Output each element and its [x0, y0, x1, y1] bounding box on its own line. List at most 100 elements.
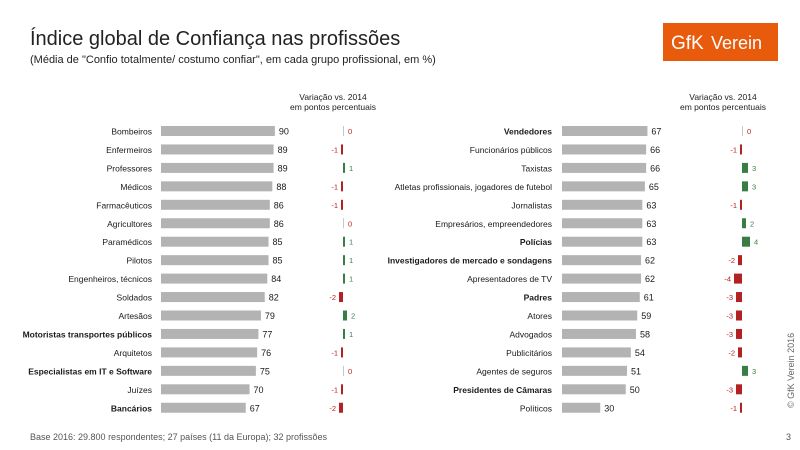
category-label: Paramédicos — [102, 237, 152, 247]
value-label: 61 — [644, 293, 654, 303]
category-label: Empresários, empreendedores — [435, 219, 552, 229]
change-label: 0 — [747, 127, 751, 136]
value-label: 66 — [650, 145, 660, 155]
category-label: Motoristas transportes públicos — [23, 329, 153, 339]
value-label: 63 — [646, 237, 656, 247]
change-bar — [742, 218, 746, 229]
value-label: 62 — [645, 256, 655, 266]
value-label: 50 — [630, 385, 640, 395]
category-label: Atletas profissionais, jogadores de fute… — [395, 182, 552, 192]
change-label: 0 — [348, 219, 352, 228]
category-label: Artesãos — [118, 311, 152, 321]
value-label: 51 — [631, 366, 641, 376]
page-number: 3 — [786, 432, 792, 442]
value-bar — [562, 144, 647, 155]
change-bar — [343, 236, 345, 247]
value-bar — [161, 273, 268, 284]
category-label: Presidentes de Câmaras — [453, 385, 552, 395]
change-bar — [339, 402, 343, 413]
change-label: 1 — [349, 164, 353, 173]
value-label: 63 — [646, 200, 656, 210]
category-label: Publicitários — [506, 348, 552, 358]
category-label: Taxistas — [521, 163, 552, 173]
value-label: 70 — [254, 385, 264, 395]
change-bar — [742, 236, 750, 247]
change-label: -1 — [730, 201, 737, 210]
value-bar — [562, 365, 628, 376]
change-label: -1 — [730, 145, 737, 154]
value-label: 63 — [646, 219, 656, 229]
value-label: 79 — [265, 311, 275, 321]
change-label: -2 — [728, 256, 735, 265]
page-subtitle: (Média de "Confio totalmente/ costumo co… — [30, 54, 436, 66]
change-label: -1 — [331, 182, 338, 191]
category-label: Apresentadores de TV — [467, 274, 552, 284]
value-bar — [161, 384, 250, 395]
change-label: -1 — [331, 201, 338, 210]
copyright-text: © GfK Verein 2016 — [786, 332, 796, 408]
category-label: Pilotos — [126, 256, 152, 266]
value-label: 77 — [262, 329, 272, 339]
change-bar — [343, 365, 344, 376]
page-title: Índice global de Confiança nas profissõe… — [30, 28, 401, 50]
value-bar — [562, 199, 643, 210]
value-label: 89 — [278, 163, 288, 173]
value-bar — [161, 218, 270, 229]
value-bar — [161, 255, 269, 266]
value-label: 82 — [269, 293, 279, 303]
value-bar — [562, 218, 643, 229]
value-label: 89 — [278, 145, 288, 155]
value-label: 76 — [261, 348, 271, 358]
change-label: 4 — [754, 238, 758, 247]
value-bar — [161, 162, 274, 173]
change-bar — [742, 181, 748, 192]
change-label: -1 — [730, 404, 737, 413]
change-label: -3 — [726, 330, 733, 339]
category-label: Advogados — [509, 329, 552, 339]
category-label: Médicos — [120, 182, 152, 192]
value-label: 75 — [260, 366, 270, 376]
value-label: 54 — [635, 348, 645, 358]
value-label: 85 — [273, 256, 283, 266]
change-label: 3 — [752, 164, 756, 173]
value-label: 30 — [604, 403, 614, 413]
change-header-line: Variação vs. 2014 em pontos percentuais — [680, 92, 766, 112]
gfk-verein-logo: GfK Verein — [663, 23, 778, 61]
change-bar — [736, 292, 742, 303]
change-label: -3 — [726, 385, 733, 394]
change-bar — [341, 199, 343, 210]
value-label: 84 — [271, 274, 281, 284]
change-bar — [343, 162, 345, 173]
change-bar — [341, 347, 343, 358]
change-bar — [736, 328, 742, 339]
change-label: 3 — [752, 182, 756, 191]
logo-mark-text: GfK — [671, 33, 704, 54]
change-bar — [736, 384, 742, 395]
change-label: 0 — [348, 367, 352, 376]
change-label: -3 — [726, 312, 733, 321]
value-label: 59 — [641, 311, 651, 321]
category-label: Bancários — [111, 403, 152, 413]
change-bar — [742, 126, 743, 136]
change-label: 1 — [349, 238, 353, 247]
category-label: Bombeiros — [111, 127, 152, 137]
change-bar — [343, 273, 345, 284]
change-label: 0 — [348, 127, 352, 136]
value-bar — [161, 126, 275, 136]
change-label: -2 — [728, 348, 735, 357]
change-bar — [740, 402, 742, 413]
change-bar — [742, 162, 748, 173]
change-header-right: Variação vs. 2014 em pontos percentuais — [668, 92, 778, 112]
change-label: -2 — [329, 293, 336, 302]
category-label: Atores — [527, 311, 552, 321]
category-label: Professores — [107, 163, 152, 173]
value-label: 65 — [649, 182, 659, 192]
value-bar — [161, 347, 258, 358]
change-bar — [742, 365, 748, 376]
change-bar — [343, 328, 345, 339]
value-bar — [562, 273, 642, 284]
base-footnote: Base 2016: 29.800 respondentes; 27 paíse… — [30, 432, 328, 442]
value-bar — [161, 365, 256, 376]
value-label: 67 — [250, 403, 260, 413]
change-bar — [341, 144, 343, 155]
